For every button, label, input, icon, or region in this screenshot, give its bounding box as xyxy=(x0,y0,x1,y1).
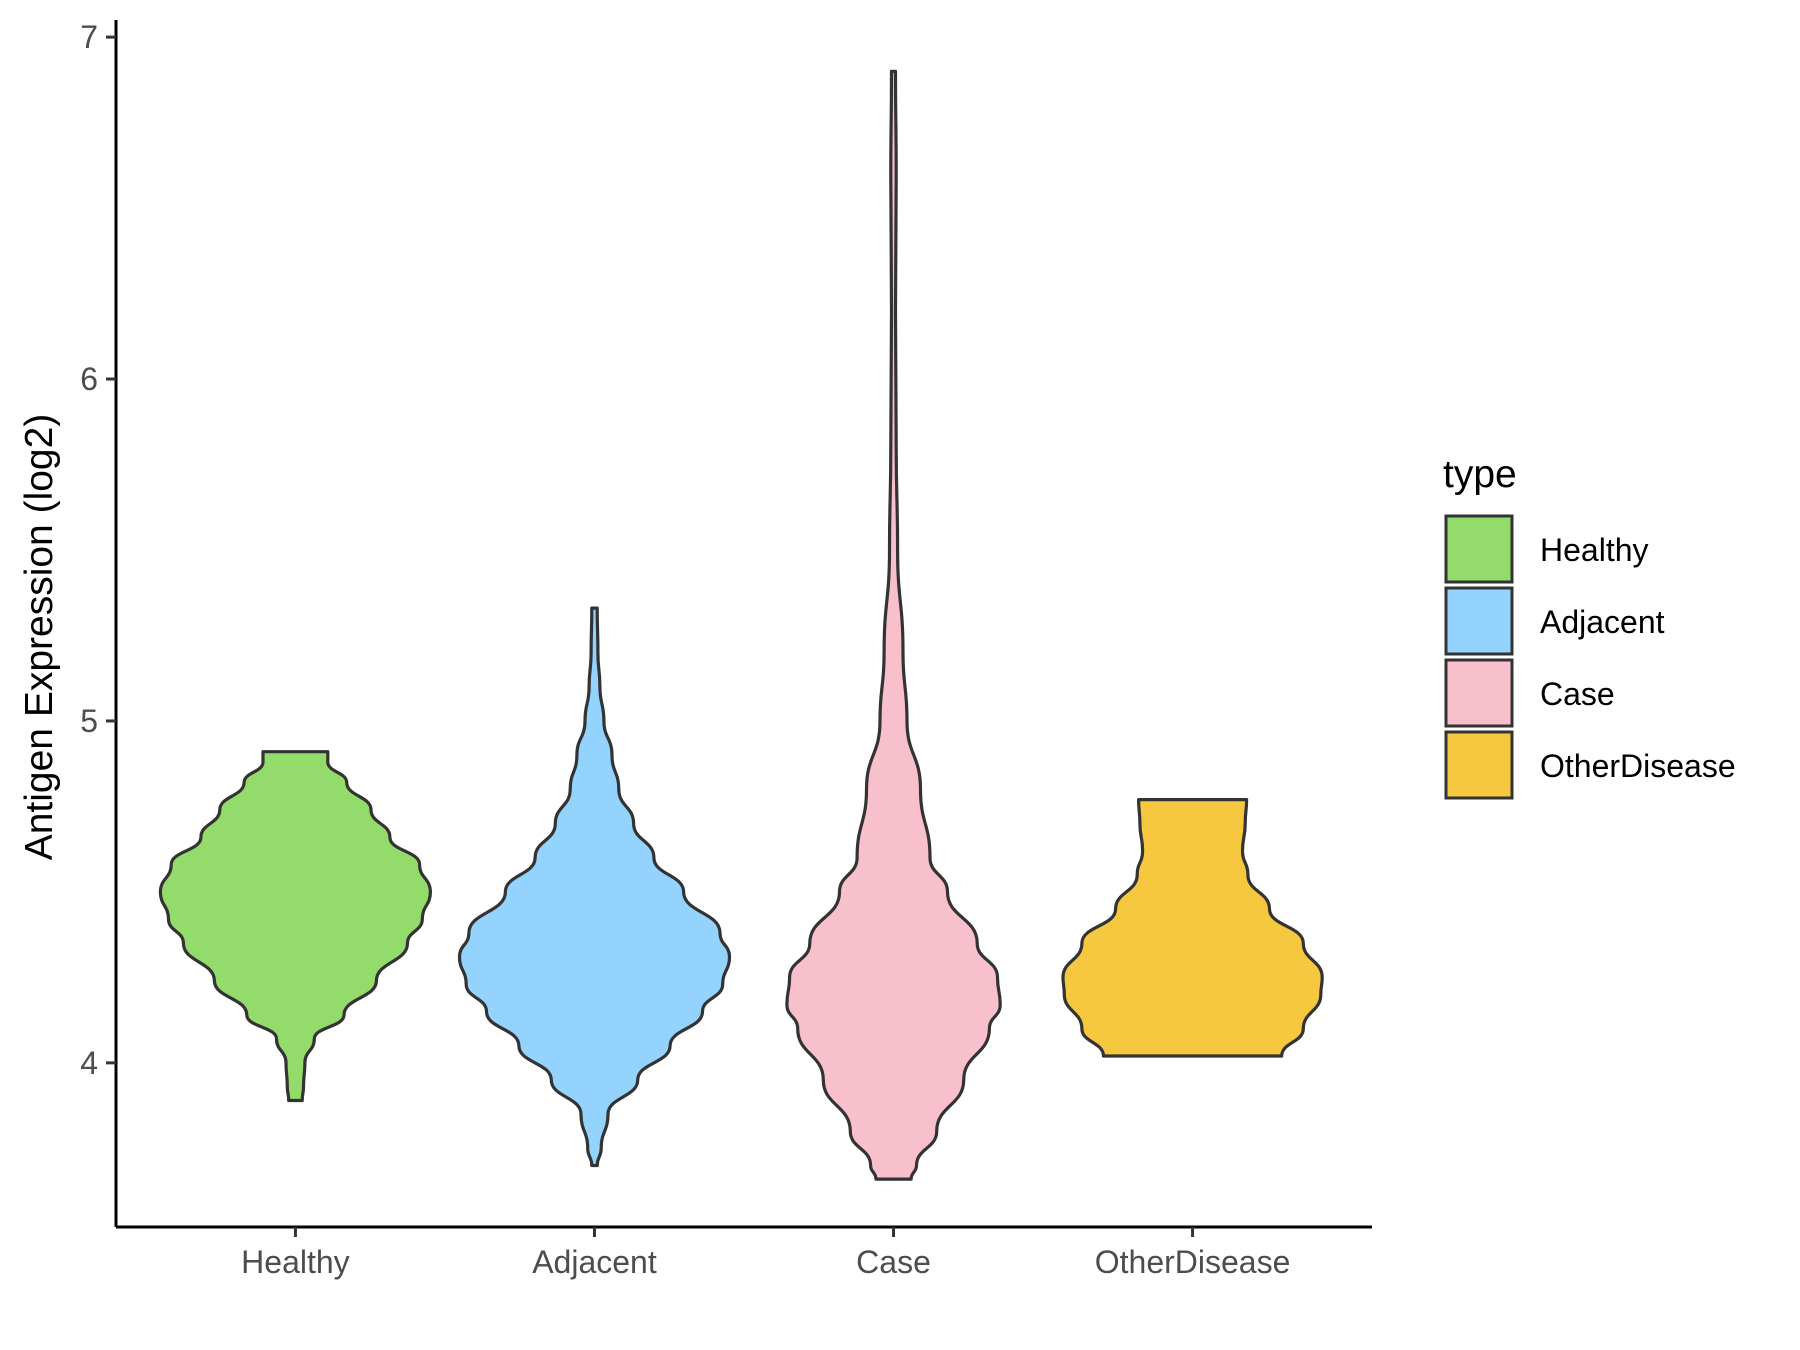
y-axis-title: Antigen Expression (log2) xyxy=(18,414,61,861)
x-tick-label: OtherDisease xyxy=(1095,1244,1291,1280)
violin-case xyxy=(785,69,1002,1181)
legend-swatch-case xyxy=(1444,658,1514,728)
legend-label: Case xyxy=(1540,676,1615,712)
x-tick-label: Case xyxy=(856,1244,931,1280)
legend-label: Adjacent xyxy=(1540,604,1665,640)
violin-layer xyxy=(158,69,1324,1181)
y-tick-label: 6 xyxy=(80,361,98,397)
x-tick-label: Healthy xyxy=(241,1244,350,1280)
axes-layer: 4 5 6 7 Healthy Adjacent Case OtherDisease xyxy=(80,19,1372,1280)
legend-swatch-healthy xyxy=(1444,514,1514,584)
violin-healthy xyxy=(158,750,432,1103)
legend-label: OtherDisease xyxy=(1540,748,1736,784)
violin-otherdisease xyxy=(1061,797,1324,1058)
legend: type Healthy Adjacent Case OtherDisease xyxy=(1443,453,1736,800)
legend-label: Healthy xyxy=(1540,532,1649,568)
legend-swatch-otherdisease xyxy=(1444,730,1514,800)
y-tick-label: 7 xyxy=(80,19,98,55)
y-tick-label: 4 xyxy=(80,1045,98,1081)
legend-title: type xyxy=(1443,453,1517,496)
legend-swatch-adjacent xyxy=(1444,586,1514,656)
y-tick-label: 5 xyxy=(80,703,98,739)
x-tick-label: Adjacent xyxy=(532,1244,657,1280)
violin-adjacent xyxy=(457,606,732,1168)
